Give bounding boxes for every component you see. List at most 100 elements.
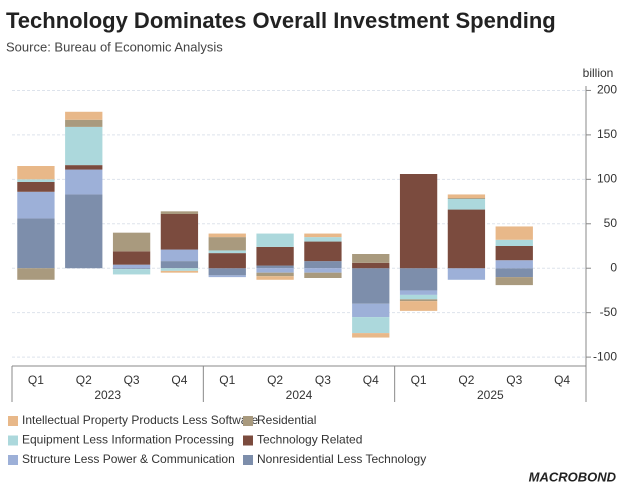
legend-label: Nonresidential Less Technology [257, 452, 426, 466]
legend-label: Equipment Less Information Processing [22, 433, 234, 447]
bar-segment [160, 249, 199, 262]
legend-swatch [243, 435, 253, 446]
legend-label: Technology Related [257, 433, 362, 447]
chart-title: Technology Dominates Overall Investment … [6, 8, 556, 33]
bar-segment [256, 276, 294, 280]
bar-segment [65, 194, 103, 269]
bar-segment [399, 301, 438, 311]
bar-segment [352, 303, 390, 318]
bar-segment [17, 191, 55, 219]
bar-segment [17, 166, 55, 180]
bar-segment [495, 239, 533, 246]
bar-segment [304, 237, 342, 242]
legend-label: Residential [257, 413, 316, 427]
y-tick-label: 150 [597, 127, 617, 141]
bar-segment [208, 250, 246, 254]
bar-segment [495, 246, 533, 261]
bar-segment [208, 233, 246, 238]
bar-segment [17, 218, 55, 269]
bar-segment [304, 268, 342, 273]
bar-segment [112, 232, 151, 252]
bar-segment [112, 264, 151, 269]
bar-segment [160, 214, 199, 250]
bar-segment [256, 272, 294, 277]
bar-segment [160, 211, 199, 214]
bar-segment [208, 253, 246, 269]
bar-segment [65, 119, 103, 127]
y-tick-label: 200 [597, 83, 617, 97]
bar-segment [17, 179, 55, 182]
bar-segment [399, 174, 438, 269]
legend-swatch [8, 416, 18, 426]
bar-segment [160, 268, 199, 271]
chart-subtitle: Source: Bureau of Economic Analysis [6, 39, 223, 54]
bar-segment [352, 268, 390, 304]
logo: MACROBOND [529, 469, 617, 484]
bar-segment [208, 268, 246, 276]
x-group-label: 2025 [477, 388, 504, 402]
legend-swatch [243, 416, 253, 426]
x-tick-label: Q4 [554, 373, 570, 387]
bar-segment [399, 290, 438, 295]
bar-segment [352, 262, 390, 269]
bar-segment [447, 198, 486, 210]
y-tick-label: -50 [600, 305, 618, 319]
bar-segment [65, 126, 103, 166]
legend-label: Structure Less Power & Communication [22, 452, 235, 466]
bar-segment [304, 233, 342, 238]
bar-segment [17, 268, 55, 280]
bar-segment [399, 299, 438, 302]
bar-segment [304, 261, 342, 269]
bar-segment [447, 268, 486, 280]
bar-segment [256, 233, 294, 247]
bar-segment [447, 194, 486, 198]
x-tick-label: Q3 [124, 373, 140, 387]
x-tick-label: Q2 [267, 373, 283, 387]
bar-segment [65, 111, 103, 120]
bar-segment [495, 277, 533, 286]
bar-segment [352, 333, 390, 338]
bar-segment [256, 268, 294, 273]
y-tick-label: 0 [610, 260, 617, 274]
bar-segment [495, 226, 533, 240]
bar-segment [160, 270, 199, 273]
x-tick-label: Q3 [506, 373, 522, 387]
y-tick-label: 50 [604, 216, 618, 230]
x-tick-label: Q4 [171, 373, 187, 387]
bar-segment [112, 251, 151, 265]
x-tick-label: Q1 [28, 373, 44, 387]
bar-segment [17, 182, 55, 192]
legend-swatch [243, 455, 253, 465]
legend-swatch [8, 435, 18, 446]
y-tick-label: -100 [593, 349, 617, 363]
x-group-label: 2024 [286, 388, 313, 402]
bar-segment [352, 317, 390, 334]
x-tick-label: Q1 [219, 373, 235, 387]
bar-segment [256, 246, 294, 266]
bar-segment [399, 294, 438, 300]
bar-segment [256, 265, 294, 269]
bar-segment [112, 269, 151, 275]
y-tick-label: 100 [597, 172, 617, 186]
bar-segment [352, 254, 390, 263]
bar-segment [160, 261, 199, 269]
bar-segment [208, 275, 246, 278]
y-axis-label: billion [583, 66, 614, 80]
bar-segment [447, 209, 486, 269]
bar-segment [208, 237, 246, 251]
bar-segment [495, 268, 533, 278]
bar-segment [447, 198, 486, 199]
x-tick-label: Q2 [458, 373, 474, 387]
bar-segment [495, 260, 533, 269]
legend-label: Intellectual Property Products Less Soft… [22, 413, 258, 427]
legend-swatch [8, 455, 18, 465]
bar-segment [112, 268, 151, 270]
x-tick-label: Q2 [76, 373, 92, 387]
x-tick-label: Q4 [363, 373, 379, 387]
x-tick-label: Q1 [411, 373, 427, 387]
bar-segment [65, 169, 103, 195]
x-group-label: 2023 [94, 388, 121, 402]
bar-segment [65, 165, 103, 170]
bar-segment [399, 268, 438, 291]
